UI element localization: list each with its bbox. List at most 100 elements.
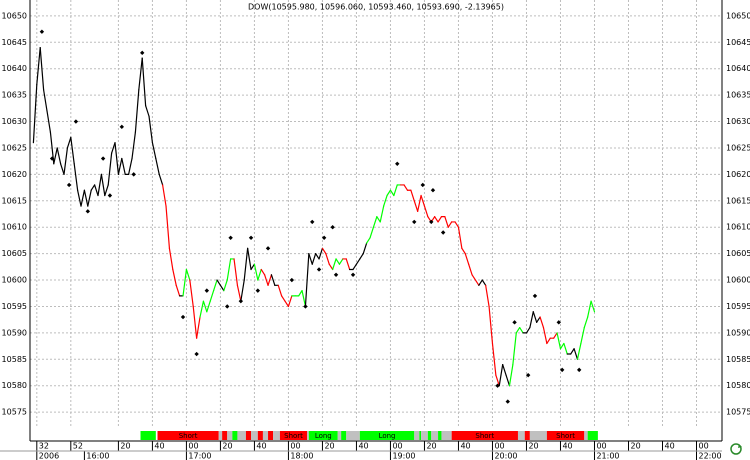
signal-segment [414, 431, 420, 440]
price-segment [97, 173, 103, 197]
diamond-marker [420, 182, 425, 188]
y-tick-label: 10640 [2, 64, 27, 73]
signal-segment [524, 431, 530, 440]
y-tick-label-right: 10650 [726, 11, 750, 20]
price-segment [559, 342, 565, 350]
y-tick-label: 10590 [2, 328, 27, 337]
refresh-icon[interactable] [730, 443, 742, 455]
price-segment [525, 327, 531, 334]
price-segment [46, 110, 52, 133]
price-segment [546, 337, 551, 345]
price-segment [345, 258, 351, 271]
price-segment [264, 274, 269, 286]
x-tick-label: 00 [698, 442, 708, 451]
price-segment [359, 253, 364, 260]
price-segment [491, 342, 497, 376]
diamond-marker [85, 209, 91, 214]
price-segment [182, 268, 188, 297]
price-segment [145, 105, 150, 117]
y-tick-label: 10620 [2, 170, 27, 179]
signal-segment [262, 431, 269, 440]
x-major-tick-label: 2006 [39, 452, 59, 460]
price-segment [131, 131, 137, 160]
x-tick-label: 20 [120, 442, 130, 451]
x-major-tick-label: 20:00 [494, 452, 517, 460]
y-tick-label: 10630 [2, 117, 27, 126]
signal-segment [419, 431, 422, 440]
signal-segment [587, 431, 598, 440]
y-tick-label: 10600 [2, 276, 27, 285]
price-segment [580, 327, 585, 345]
price-segment [100, 173, 106, 197]
signal-segment [257, 431, 263, 440]
price-segment [128, 157, 133, 175]
price-segment [498, 363, 504, 387]
price-segment [553, 332, 558, 339]
signal-segment [441, 431, 452, 440]
price-segment [155, 157, 160, 175]
x-tick-label: 40 [358, 442, 368, 451]
y-tick-label-right: 10600 [726, 276, 750, 285]
price-segment [587, 300, 592, 318]
price-segment [56, 147, 62, 165]
price-segment [301, 290, 307, 308]
price-segment [277, 284, 283, 297]
y-tick-label-right: 10575 [726, 408, 750, 417]
x-tick-label: 00 [290, 442, 300, 451]
price-segment [502, 363, 507, 376]
y-tick-label: 10650 [2, 11, 27, 20]
price-segment [362, 242, 368, 255]
y-tick-label-right: 10595 [726, 302, 750, 311]
diamond-marker [333, 272, 339, 277]
signal-segment [451, 431, 518, 440]
price-segment [379, 205, 385, 223]
diamond-marker [289, 277, 295, 283]
price-segment [423, 205, 429, 218]
y-tick-label-right: 10630 [726, 117, 750, 126]
price-segment [372, 216, 378, 228]
signal-segment [359, 431, 415, 440]
diamond-marker [505, 399, 510, 404]
price-segment [165, 205, 171, 249]
price-segment [590, 300, 596, 313]
price-segment [417, 194, 422, 212]
price-segment [444, 216, 449, 228]
signal-segment [584, 431, 588, 440]
diamond-marker [350, 272, 356, 277]
x-tick-label: 32 [39, 442, 49, 451]
price-segment [192, 305, 198, 339]
diamond-marker [321, 235, 327, 240]
price-segment [175, 284, 181, 297]
price-segment [315, 253, 320, 260]
x-tick-label: 40 [664, 442, 674, 451]
price-segment [481, 279, 487, 286]
diamond-marker [265, 246, 271, 251]
signal-segment [307, 431, 309, 440]
y-tick-label-right: 10585 [726, 355, 750, 364]
y-tick-label: 10645 [2, 38, 27, 47]
price-segment [209, 290, 215, 302]
price-segment [189, 279, 194, 308]
price-segment [366, 237, 371, 244]
signal-segment [245, 431, 252, 440]
price-segment [519, 327, 524, 334]
x-tick-label: 00 [392, 442, 402, 451]
diamond-marker [512, 320, 517, 325]
price-segment [77, 189, 82, 207]
signal-segment [273, 431, 280, 440]
price-segment [257, 268, 262, 281]
price-segment [60, 163, 65, 175]
price-segment [308, 253, 313, 265]
signal-segment [251, 431, 258, 440]
diamond-marker [100, 156, 106, 161]
price-segment [318, 247, 324, 260]
x-tick-label: 40 [256, 442, 266, 451]
x-tick-label: 52 [73, 442, 83, 451]
signal-segment [308, 431, 338, 440]
price-segment [410, 189, 415, 202]
price-segment [488, 305, 494, 345]
price-segment [332, 258, 337, 271]
signal-segment [140, 431, 156, 440]
price-segment [376, 216, 381, 223]
